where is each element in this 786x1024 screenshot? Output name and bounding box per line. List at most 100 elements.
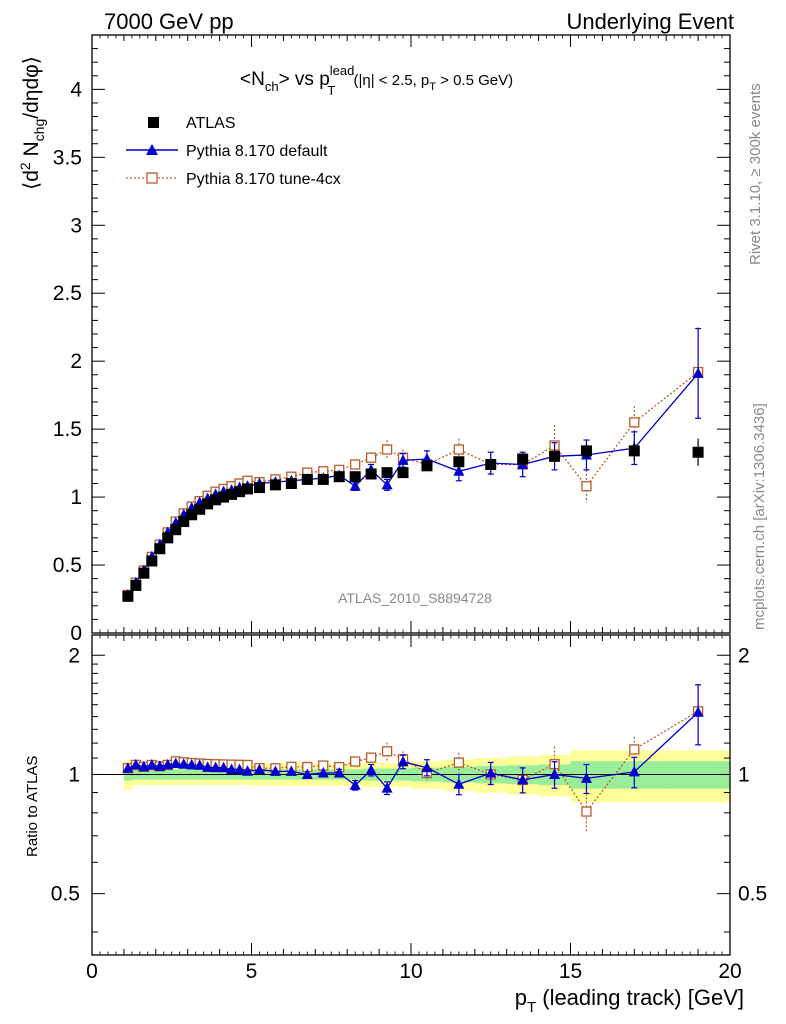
- ratio-point: [549, 768, 561, 779]
- data-point: [170, 524, 182, 536]
- x-tick-label: 10: [399, 960, 422, 983]
- ratio-y-tick-label: 0.5: [51, 883, 80, 906]
- data-point: [178, 516, 190, 528]
- legend-tune-label: Pythia 8.170 tune-4cx: [186, 171, 341, 188]
- ratio-point: [186, 758, 198, 770]
- ratio-y-tick-label-right: 1: [738, 763, 750, 786]
- ratio-point: [218, 761, 230, 773]
- data-point: [381, 478, 393, 490]
- y-tick-label: 3: [70, 214, 82, 237]
- ratio-y-axis-label: Ratio to ATLAS: [24, 756, 41, 857]
- y-tick-label: 0: [70, 622, 82, 645]
- inner-band-bin: [666, 761, 731, 789]
- ratio-y-tick-label-right: 0.5: [738, 883, 767, 906]
- ratio-point: [349, 779, 361, 790]
- ratio-point: [350, 756, 361, 767]
- ratio-y-tick-label-right: 2: [738, 644, 750, 667]
- ratio-point: [138, 760, 150, 772]
- y-axis-label: ⟨d2 Nchg/dηdφ⟩: [17, 56, 47, 190]
- data-point: [549, 450, 561, 462]
- y-tick-label: 4: [70, 78, 82, 101]
- data-point: [628, 445, 640, 457]
- data-point: [453, 456, 465, 468]
- ratio-point: [485, 767, 497, 778]
- data-point: [234, 486, 246, 498]
- title-cut-T: T: [429, 81, 436, 93]
- data-point: [517, 453, 529, 465]
- y-axis-label-sup: 2: [17, 162, 33, 170]
- data-point: [381, 444, 393, 455]
- ratio-point: [253, 763, 265, 775]
- data-point: [202, 498, 214, 510]
- ratio-point: [453, 778, 465, 789]
- ratio-point: [285, 765, 297, 776]
- data-point: [453, 444, 465, 455]
- data-point: [242, 483, 254, 495]
- ratio-point: [381, 782, 393, 793]
- ratio-point: [154, 760, 166, 771]
- legend-tune-marker: [146, 172, 158, 184]
- data-point: [130, 579, 142, 591]
- ratio-point: [629, 744, 640, 755]
- data-point: [349, 471, 361, 483]
- data-point: [122, 590, 134, 602]
- y-tick-label: 2: [70, 350, 82, 373]
- legend-default-marker: [146, 144, 158, 155]
- series-line-1: [127, 372, 699, 596]
- ratio-point: [301, 768, 313, 779]
- ratio-line-1: [127, 711, 699, 790]
- ratio-point: [453, 757, 465, 768]
- data-point: [349, 480, 361, 491]
- data-point: [226, 488, 238, 500]
- ratio-point: [130, 758, 142, 770]
- data-point: [397, 454, 409, 465]
- ratio-point: [333, 766, 345, 778]
- ratio-point: [381, 746, 393, 757]
- x-tick-label: 0: [86, 960, 98, 983]
- data-point: [162, 532, 174, 544]
- y-axis-label-sub: chg: [31, 119, 47, 142]
- data-point: [186, 509, 198, 521]
- data-point: [146, 555, 158, 567]
- upper-series: [122, 327, 704, 602]
- ratio-point: [365, 752, 377, 763]
- ratio-axes: 0 5 10 15 20 0.5 0.5 1 1 2 2: [51, 634, 767, 983]
- data-point: [580, 445, 592, 457]
- ratio-point: [202, 761, 214, 772]
- data-point: [453, 465, 465, 476]
- legend-default-label: Pythia 8.170 default: [186, 143, 328, 160]
- title-lead: lead: [330, 63, 355, 78]
- data-point: [381, 467, 393, 479]
- y-tick-label: 1.5: [53, 418, 82, 441]
- data-point: [154, 543, 166, 555]
- ratio-y-tick-label: 1: [68, 763, 80, 786]
- y-tick-label: 3.5: [53, 146, 82, 169]
- data-point: [138, 567, 150, 579]
- ratio-point: [692, 706, 704, 717]
- mcplots-label: mcplots.cern.ch [arXiv:1306.3436]: [751, 403, 768, 630]
- ratio-point: [242, 765, 254, 776]
- ratio-point: [317, 766, 329, 778]
- header-right-label: Underlying Event: [566, 9, 734, 34]
- data-point: [301, 473, 313, 485]
- y-axis-label-part2: N: [20, 141, 43, 162]
- ratio-point: [178, 758, 190, 769]
- ratio-y-tick-label: 2: [68, 644, 80, 667]
- x-tick-label: 5: [246, 960, 258, 983]
- ratio-point: [581, 806, 592, 817]
- upper-axes: 0 0.5 1 1.5 2 2.5 3 3.5 4: [53, 34, 731, 645]
- header-left-label: 7000 GeV pp: [104, 9, 234, 34]
- data-point: [421, 460, 433, 472]
- legend: ATLAS Pythia 8.170 default Pythia 8.170 …: [126, 115, 341, 188]
- ratio-point: [234, 763, 246, 775]
- data-point: [317, 473, 329, 485]
- ratio-point: [226, 763, 238, 774]
- legend-atlas-label: ATLAS: [186, 115, 236, 132]
- ratio-point: [170, 757, 182, 769]
- y-tick-label: 1: [70, 486, 82, 509]
- title-cut2: > 0.5 GeV): [436, 72, 513, 89]
- y-tick-label: 0.5: [53, 554, 82, 577]
- ratio-point: [122, 762, 134, 773]
- ratio-point: [194, 759, 206, 770]
